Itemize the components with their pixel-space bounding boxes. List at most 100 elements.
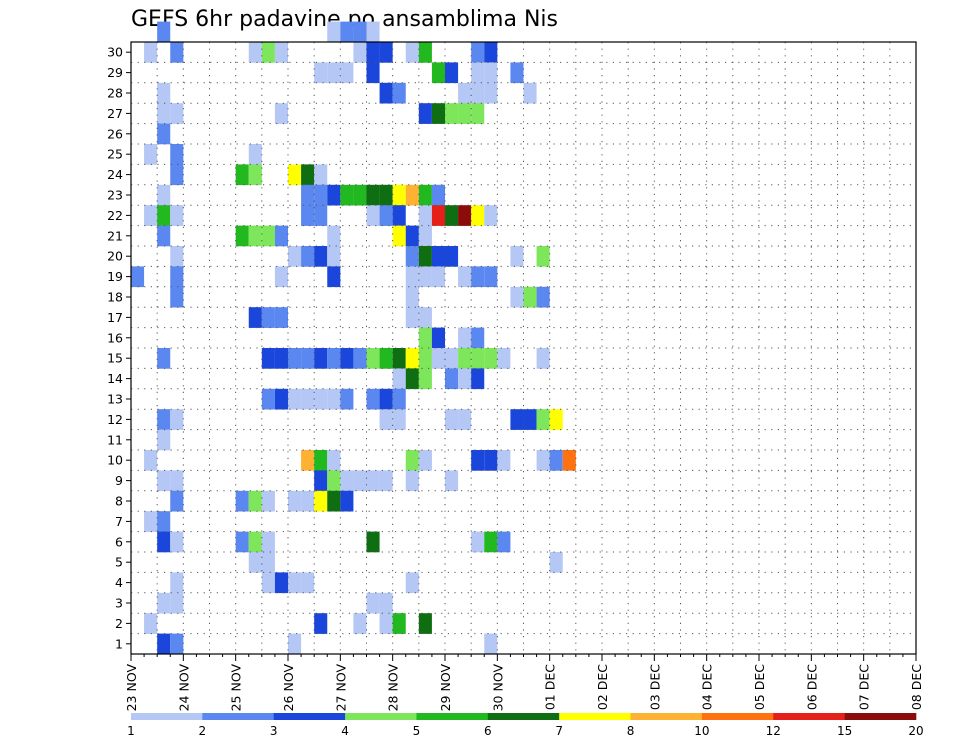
- heatmap-cell: [274, 572, 288, 594]
- heatmap-cell: [248, 531, 262, 553]
- heatmap-cell: [405, 42, 419, 63]
- heatmap-cell: [366, 205, 380, 226]
- heatmap-cell: [301, 388, 315, 410]
- heatmap-cell: [431, 246, 445, 267]
- heatmap-cell: [314, 184, 328, 206]
- heatmap-cell: [248, 490, 262, 512]
- colorbar-swatch: [131, 713, 203, 720]
- heatmap-cell: [431, 266, 445, 288]
- heatmap-cell: [288, 348, 302, 369]
- x-tick-label: 04 DEC: [700, 664, 715, 710]
- heatmap-cell: [379, 409, 393, 430]
- heatmap-cell: [131, 266, 145, 288]
- x-tick-label: 28 NOV: [386, 664, 401, 712]
- heatmap-cell: [523, 82, 537, 104]
- heatmap-cell: [392, 205, 406, 226]
- heatmap-cell: [170, 633, 184, 655]
- heatmap-cell: [523, 409, 537, 430]
- heatmap-cell: [157, 123, 171, 145]
- colorbar-swatch: [273, 713, 346, 720]
- x-tick-label: 05 DEC: [752, 664, 767, 710]
- heatmap-cell: [157, 470, 171, 492]
- heatmap-cell: [431, 103, 445, 124]
- y-tick-label: 12: [107, 412, 123, 427]
- heatmap-cell: [288, 388, 302, 410]
- heatmap-cell: [458, 409, 472, 430]
- heatmap-cell: [458, 266, 472, 288]
- heatmap-cell: [170, 531, 184, 553]
- heatmap-cell: [379, 388, 393, 410]
- heatmap-cell: [248, 307, 262, 328]
- heatmap-cell: [353, 42, 367, 63]
- heatmap-cell: [301, 490, 315, 512]
- heatmap-cell: [157, 633, 171, 655]
- heatmap-cell: [144, 511, 158, 532]
- heatmap-cell: [157, 103, 171, 124]
- heatmap-cell: [471, 205, 485, 226]
- colorbar-swatch: [630, 713, 703, 720]
- x-tick-label: 06 DEC: [804, 664, 819, 710]
- heatmap-cell: [392, 82, 406, 104]
- heatmap-cell: [379, 348, 393, 369]
- y-tick-label: 2: [115, 616, 123, 631]
- heatmap-cell: [327, 184, 341, 206]
- heatmap-cell: [536, 246, 550, 267]
- heatmap-cell: [392, 368, 406, 390]
- heatmap-cell: [327, 470, 341, 492]
- heatmap-cell: [445, 368, 459, 390]
- heatmap-cell: [431, 205, 445, 226]
- y-tick-label: 11: [107, 432, 123, 447]
- heatmap-cell: [405, 246, 419, 267]
- y-tick-label: 4: [115, 575, 123, 590]
- y-tick-label: 25: [107, 147, 123, 162]
- heatmap-cell: [274, 103, 288, 124]
- y-tick-label: 15: [107, 351, 123, 366]
- x-tick-label: 30 NOV: [490, 664, 505, 712]
- x-axis: 23 NOV 24 NOV 25 NOV 26 NOV 27 NOV 28 NOV 29 N…: [124, 654, 924, 711]
- colorbar-label: 12: [766, 724, 781, 738]
- heatmap-cell: [431, 62, 445, 84]
- heatmap-cell: [405, 184, 419, 206]
- heatmap-cell: [405, 368, 419, 390]
- heatmap-cell: [288, 572, 302, 594]
- heatmap-cell: [431, 348, 445, 369]
- heatmap-cell: [379, 184, 393, 206]
- heatmap-cell: [510, 286, 524, 308]
- y-axis: 1234567891011121314151617181920212223242…: [107, 45, 131, 651]
- heatmap-cell: [471, 368, 485, 390]
- y-tick-label: 19: [107, 269, 123, 284]
- heatmap-cell: [261, 307, 275, 328]
- y-tick-label: 6: [115, 534, 123, 549]
- heatmap-cell: [274, 225, 288, 247]
- heatmap-cell: [327, 490, 341, 512]
- heatmap-cell: [471, 450, 485, 471]
- heatmap-cell: [445, 246, 459, 267]
- y-tick-label: 22: [107, 208, 123, 223]
- heatmap-cell: [301, 450, 315, 471]
- colorbar-swatch: [345, 713, 417, 720]
- heatmap-cell: [458, 368, 472, 390]
- heatmap-cell: [418, 225, 432, 247]
- heatmap-cell: [170, 490, 184, 512]
- heatmap-cell: [510, 409, 524, 430]
- y-tick-label: 24: [107, 167, 123, 182]
- heatmap-cell: [248, 42, 262, 63]
- heatmap-cell: [144, 205, 158, 226]
- heatmap-cell: [445, 62, 459, 84]
- heatmap-cell: [536, 286, 550, 308]
- heatmap-cell: [170, 266, 184, 288]
- heatmap-cell: [484, 42, 498, 63]
- heatmap-cell: [392, 613, 406, 634]
- heatmap-cell: [314, 164, 328, 186]
- colorbar-label: 7: [555, 724, 563, 738]
- heatmap-cell: [353, 21, 367, 43]
- heatmap-cell: [144, 144, 158, 165]
- heatmap-cell: [340, 62, 354, 84]
- heatmap-cell: [484, 205, 498, 226]
- heatmap-cell: [327, 450, 341, 471]
- heatmap-cell: [405, 348, 419, 369]
- heatmap-cell: [261, 388, 275, 410]
- heatmap-cell: [471, 103, 485, 124]
- heatmap-cell: [261, 552, 275, 573]
- heatmap-cell: [274, 307, 288, 328]
